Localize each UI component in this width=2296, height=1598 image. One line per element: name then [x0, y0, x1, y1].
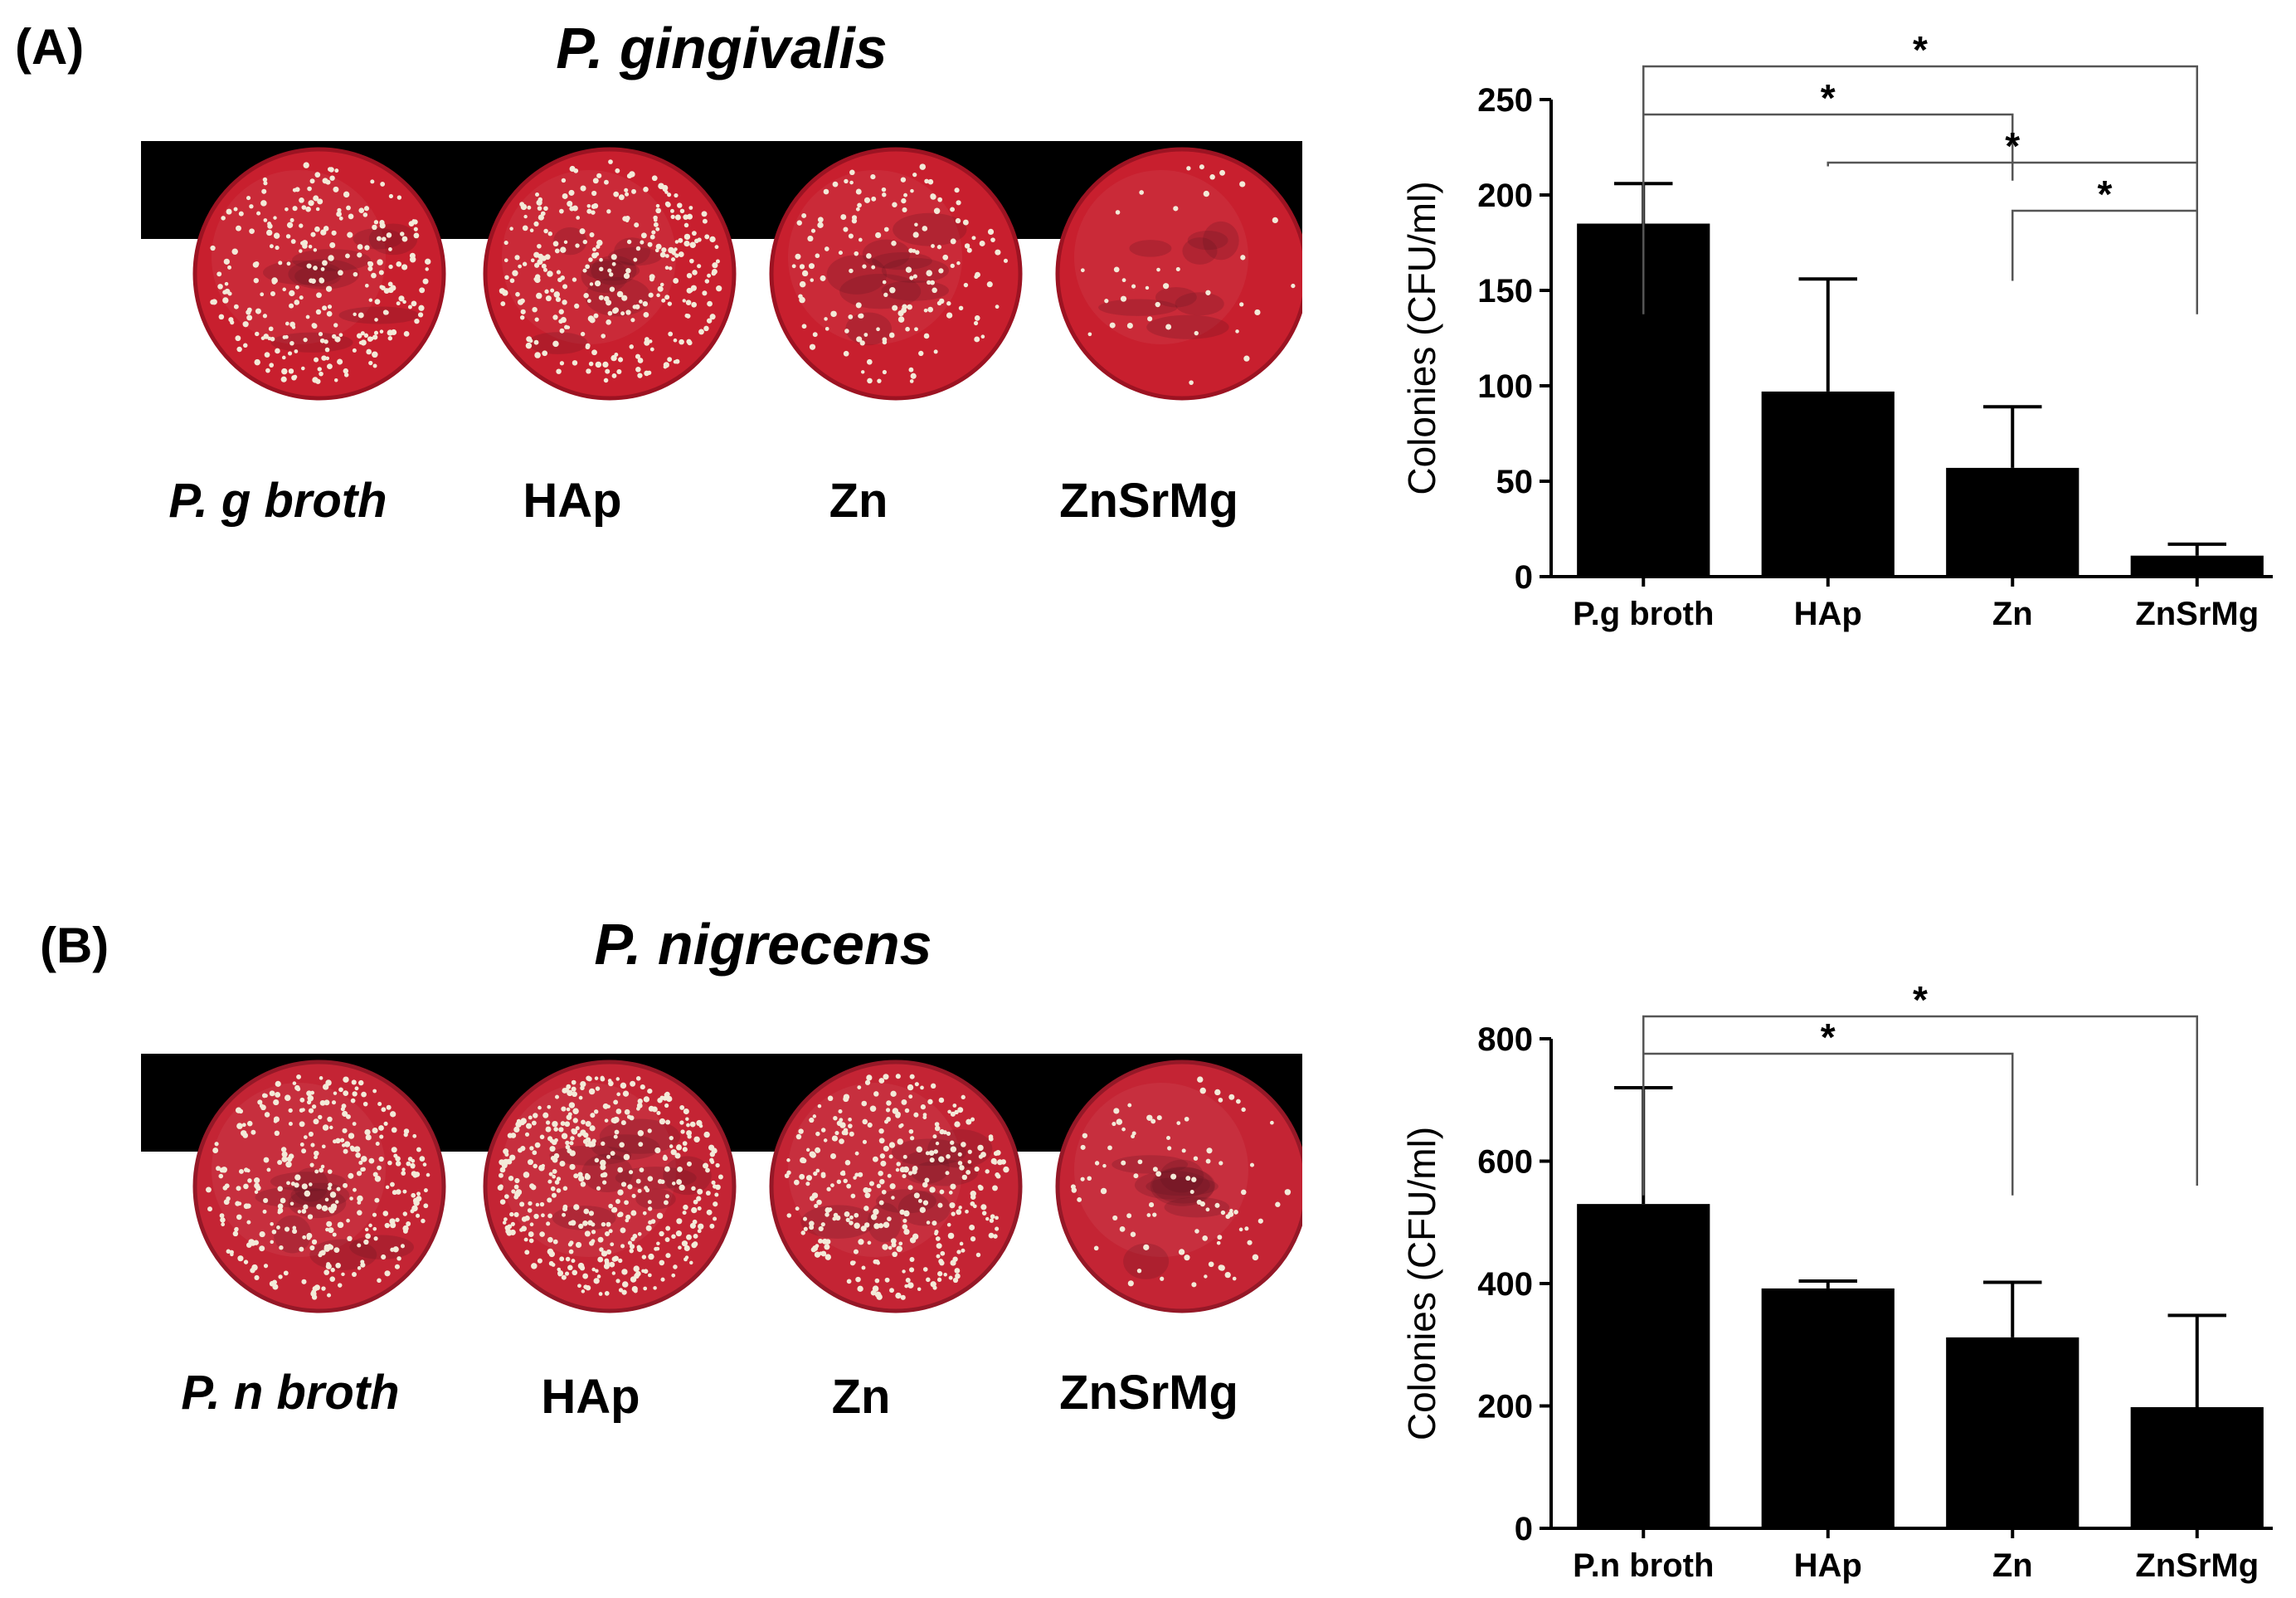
chart-a-bar-2 — [1946, 467, 2080, 577]
panel-a-plate-label-hap: HAp — [523, 474, 622, 528]
panel-b-plate-label-zn: Zn — [831, 1370, 891, 1424]
chart-b-significance-1: * — [1642, 1016, 2014, 1196]
svg-text:*: * — [1821, 1016, 1836, 1059]
chart-b-y-tick-label: 800 — [1477, 1021, 1533, 1058]
chart-a-x-tick-label-1: HAp — [1794, 596, 1862, 632]
panel-b-plate-label-broth: P. n broth — [181, 1366, 400, 1420]
chart-a-y-tick-label: 0 — [1515, 559, 1533, 596]
chart-b-bar-3 — [2130, 1406, 2264, 1528]
panel-b-plate-label-hap: HAp — [541, 1370, 640, 1424]
svg-text:*: * — [1913, 33, 1928, 71]
panel-b-letter: (B) — [40, 918, 109, 973]
agar-plate-zn — [769, 147, 1023, 401]
panel-b-bar-chart: 0 200 400 600 800 Colonies (CFU/ml) P.n broth H… — [1400, 979, 2273, 1584]
chart-a-y-tick-label: 200 — [1477, 178, 1533, 214]
chart-b-x-tick-label-3: ZnSrMg — [2135, 1547, 2259, 1584]
chart-b-y-axis-label: Colonies (CFU/ml) — [1400, 1127, 1443, 1440]
panel-a-plate-label-znsrmg: ZnSrMg — [1059, 474, 1238, 528]
chart-a-x-tick-label-3: ZnSrMg — [2135, 596, 2259, 632]
chart-a-y-tick-label: 100 — [1477, 368, 1533, 405]
chart-b-x-tick-label-2: Zn — [1992, 1547, 2033, 1584]
chart-b-bar-1 — [1761, 1288, 1895, 1528]
panel-a-plate-photo — [141, 141, 1302, 401]
chart-a-bar-3 — [2130, 555, 2264, 577]
chart-b-bar-0 — [1577, 1204, 1710, 1528]
svg-text:*: * — [2098, 173, 2113, 216]
chart-a-significance-2: * — [1827, 124, 2198, 168]
svg-text:*: * — [2005, 124, 2020, 168]
agar-plate-hap — [483, 1060, 737, 1313]
svg-text:*: * — [1821, 76, 1836, 119]
panel-b-plate-photo — [141, 1054, 1302, 1313]
chart-b-y-tick-label: 0 — [1515, 1511, 1533, 1547]
panel-b-species-title: P. nigrecens — [594, 912, 932, 977]
panel-a-plate-label-broth: P. g broth — [168, 474, 387, 528]
chart-a-significance-3: * — [2011, 173, 2198, 281]
chart-b-y-tick-label: 400 — [1477, 1266, 1533, 1303]
chart-a-bar-1 — [1761, 391, 1895, 577]
chart-a-significance-1: * — [1642, 76, 2014, 181]
chart-a-x-tick-label-0: P.g broth — [1573, 596, 1714, 632]
chart-a-y-axis-label: Colonies (CFU/ml) — [1400, 181, 1443, 495]
agar-plate-broth — [192, 147, 446, 401]
chart-b-y-tick-label: 200 — [1477, 1389, 1533, 1425]
panel-a-plate-label-zn: Zn — [829, 474, 888, 528]
panel-a-letter: (A) — [15, 19, 85, 75]
panel-a-species-title: P. gingivalis — [556, 16, 888, 80]
chart-a-x-tick-label-2: Zn — [1992, 596, 2033, 632]
panel-a-bar-chart: 0 50 100 150 200 250 Colonies (CFU/ml) P.g brot… — [1400, 33, 2273, 632]
chart-b-x-tick-label-0: P.n broth — [1573, 1547, 1714, 1584]
agar-plate-zn — [769, 1060, 1023, 1313]
agar-plate-broth — [192, 1060, 446, 1313]
svg-text:*: * — [1913, 979, 1928, 1021]
chart-b-bar-2 — [1946, 1337, 2080, 1528]
agar-plate-hap — [483, 147, 737, 401]
chart-b-y-tick-label: 600 — [1477, 1144, 1533, 1181]
agar-plate-znsrmg — [1055, 1060, 1302, 1313]
panel-b-plate-label-znsrmg: ZnSrMg — [1059, 1366, 1238, 1420]
chart-b-significance-0: * — [1642, 979, 2198, 1186]
chart-a-y-tick-label: 50 — [1496, 464, 1534, 500]
agar-plate-znsrmg — [1055, 147, 1302, 401]
chart-b-x-tick-label-1: HAp — [1794, 1547, 1862, 1584]
chart-a-significance-0: * — [1642, 33, 2198, 314]
chart-a-y-tick-label: 250 — [1477, 82, 1533, 119]
chart-a-y-tick-label: 150 — [1477, 273, 1533, 309]
